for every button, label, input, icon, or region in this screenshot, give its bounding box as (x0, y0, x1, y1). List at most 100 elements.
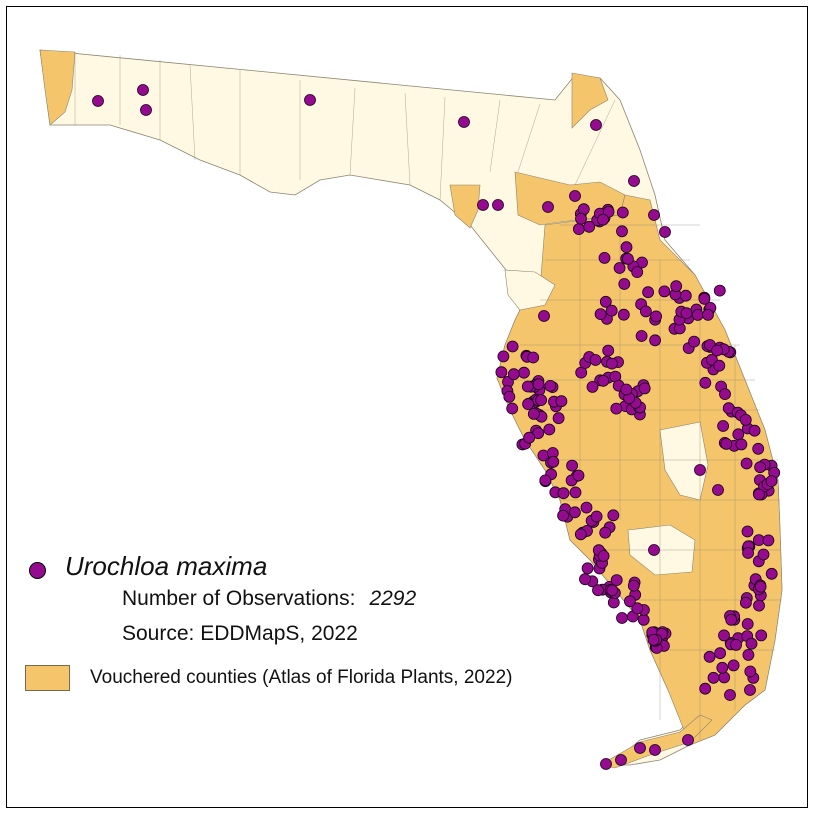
county-nassau-duval (571, 72, 609, 129)
observation-point (739, 413, 752, 426)
observation-point (543, 423, 556, 436)
observation-point (606, 584, 619, 597)
observation-point (572, 469, 585, 482)
observation-point (507, 368, 520, 381)
county-boundaries (74, 52, 782, 740)
vouchered-swatch (25, 665, 70, 691)
observation-point (724, 689, 736, 701)
observation-point (717, 420, 729, 432)
observation-point (542, 201, 554, 213)
observation-point (137, 84, 149, 96)
observation-point (607, 509, 620, 522)
observation-point (620, 383, 633, 396)
observation-point (552, 412, 565, 425)
observation-point (754, 461, 766, 474)
observation-point (575, 212, 587, 225)
observation-point (627, 579, 640, 592)
observation-point (590, 510, 603, 523)
observation-point (497, 350, 510, 363)
observation-point (659, 226, 671, 238)
observation-point (547, 455, 560, 468)
observation-point (544, 379, 557, 392)
observation-point (634, 742, 646, 754)
observation-point (742, 649, 755, 661)
observation-point (755, 629, 768, 642)
observation-point (702, 308, 714, 321)
species-marker-icon (29, 562, 46, 579)
observation-point (518, 366, 530, 379)
observation-point (539, 474, 552, 487)
observation-point (523, 431, 536, 444)
county-taylor (449, 184, 481, 229)
observation-point (714, 647, 726, 660)
observation-point (92, 95, 104, 107)
observation-point (606, 357, 618, 370)
observation-point (762, 534, 775, 547)
observation-point (581, 562, 594, 575)
observation-point (532, 378, 545, 391)
observation-point (640, 305, 652, 318)
observation-point (635, 330, 648, 342)
observation-point (648, 544, 660, 556)
observation-point (631, 602, 644, 615)
observation-point (495, 366, 508, 379)
observation-point (637, 613, 650, 626)
observation-point (610, 402, 623, 415)
observation-point (616, 612, 628, 624)
observation-point (744, 665, 757, 678)
observation-point (579, 573, 591, 586)
observation-point (620, 241, 633, 254)
observation-point (573, 223, 585, 236)
observation-point (638, 382, 651, 395)
observation-point (617, 308, 630, 321)
observation-point (615, 754, 627, 766)
observation-point (610, 574, 623, 586)
observation-point (592, 584, 604, 597)
county-keys (599, 714, 713, 769)
vouchered-label: Vouchered counties (Atlas of Florida Pla… (90, 667, 513, 688)
observation-point (742, 547, 754, 559)
observation-point (718, 671, 731, 684)
observation-point (521, 380, 534, 393)
observation-point (753, 488, 765, 501)
observation-point (622, 252, 634, 265)
observation-point (753, 599, 765, 612)
observation-point (670, 280, 683, 293)
observation-point (682, 734, 694, 746)
observation-point (694, 464, 706, 476)
observation-point (748, 424, 761, 437)
observation-point (458, 116, 470, 128)
observation-point (740, 596, 752, 609)
observation-point (586, 380, 599, 393)
observation-point (616, 206, 629, 219)
observation-point (569, 190, 581, 202)
observation-point (680, 307, 693, 320)
observation-point (538, 310, 550, 322)
observation-point (598, 251, 611, 264)
observation-point (583, 220, 596, 233)
observation-point (557, 487, 570, 500)
observation-point (735, 438, 748, 451)
observation-point (602, 344, 615, 357)
observation-point (730, 639, 742, 651)
observation-point (741, 525, 754, 538)
observation-point (650, 310, 662, 323)
observation-point (741, 618, 754, 630)
observation-point (605, 304, 618, 317)
observation-point (616, 225, 628, 238)
observation-point (691, 308, 704, 321)
observation-point (679, 289, 692, 302)
observation-point (590, 119, 602, 131)
observation-point (555, 395, 568, 408)
observation-point (628, 175, 640, 187)
observation-point (725, 613, 738, 626)
observation-point (503, 390, 516, 403)
observation-point (569, 486, 582, 499)
observation-point (707, 671, 720, 684)
observation-point (745, 637, 758, 650)
observation-point (719, 388, 731, 401)
observation-point (688, 335, 700, 348)
source-label: Source: EDDMapS, 2022 (122, 622, 358, 645)
observation-point (718, 629, 730, 642)
